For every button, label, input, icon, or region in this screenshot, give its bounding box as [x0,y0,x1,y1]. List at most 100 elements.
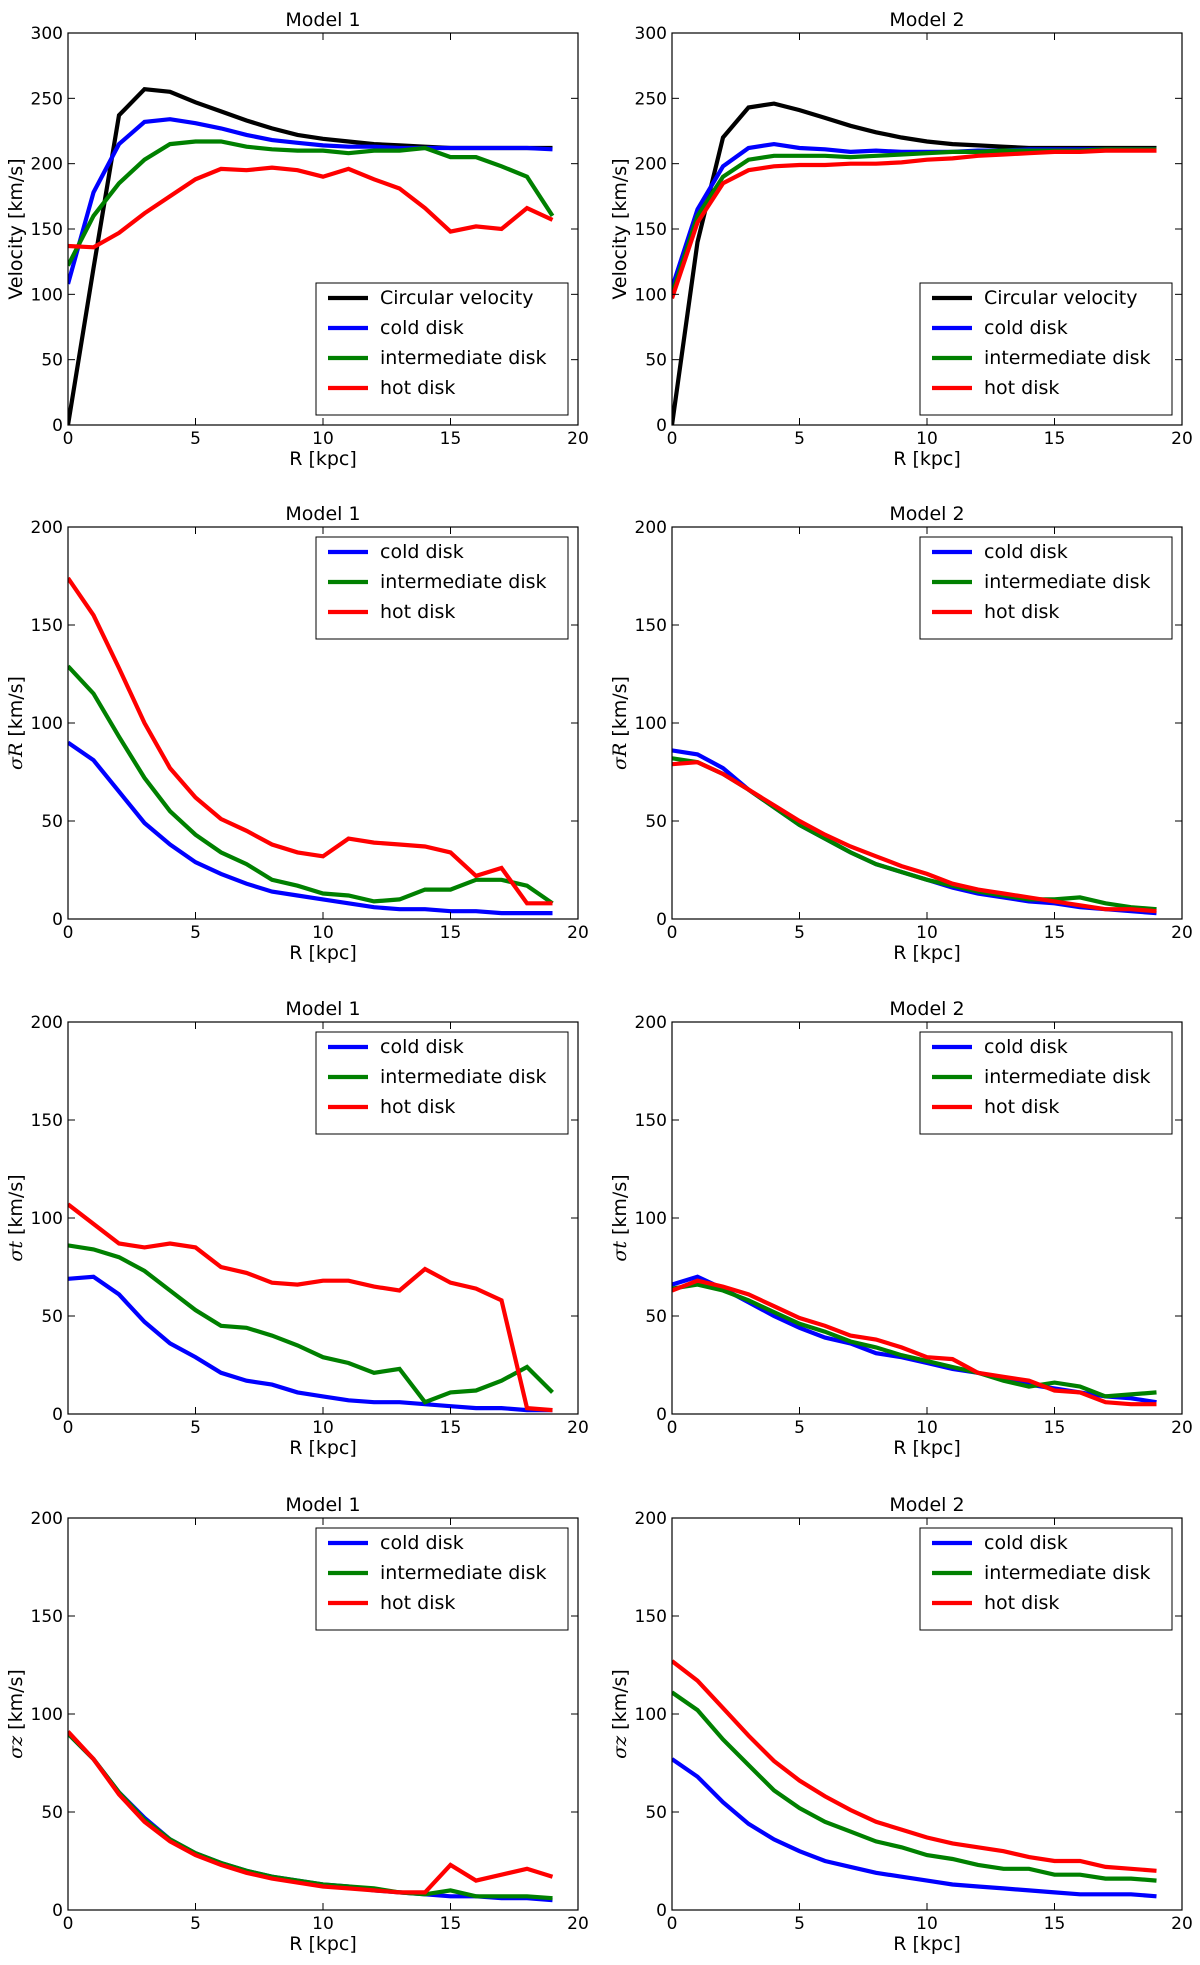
x-tick-label: 20 [567,429,589,449]
y-tick-label: 0 [656,416,667,436]
x-tick-label: 10 [916,1914,938,1934]
x-axis-label: R [kpc] [893,942,961,964]
y-tick-label: 100 [31,714,63,734]
x-tick-label: 15 [1044,429,1066,449]
y-tick-label: 200 [635,1509,667,1529]
series-line-cold-disk [68,117,553,285]
y-axis-label: σz [km/s] [609,1669,631,1759]
series-line-intermediate-disk [672,1282,1157,1399]
y-tick-label: 100 [635,1209,667,1229]
series-line-intermediate-disk [68,664,554,906]
y-axis-label: Velocity [km/s] [609,158,631,299]
y-tick-label: 200 [31,1509,63,1529]
x-tick-label: 10 [916,923,938,943]
legend-entry: hot disk [380,1592,455,1614]
y-tick-label: 100 [31,285,63,305]
y-axis-label-symbol: σt [609,1241,631,1262]
x-axis-label: R [kpc] [289,942,357,964]
x-tick-label: 15 [1044,1914,1066,1934]
y-tick-label: 50 [645,1803,667,1823]
y-axis-label-unit: [km/s] [609,676,631,743]
legend-entry: intermediate disk [984,1066,1151,1088]
panel-title: Model 1 [285,1494,360,1516]
series-line-cold-disk [672,1757,1157,1899]
y-tick-label: 200 [31,518,63,538]
legend: Circular velocity cold disk intermediate d… [919,282,1173,416]
y-tick-label: 250 [635,89,667,109]
y-tick-label: 150 [31,616,63,636]
legend-entry: intermediate disk [380,571,547,593]
y-axis-label: Velocity [km/s] [5,158,27,299]
x-axis-label: R [kpc] [289,1437,357,1459]
legend: Circular velocity cold disk intermediate d… [315,282,569,416]
legend-entry: hot disk [984,377,1059,399]
x-tick-label: 0 [667,923,678,943]
x-tick-label: 20 [1171,429,1193,449]
x-tick-label: 15 [1044,923,1066,943]
series-lines [68,1730,554,1903]
series-line-hot-disk [68,1202,553,1413]
y-tick-label: 150 [31,1607,63,1627]
y-axis-label-symbol: σz [5,1735,27,1759]
x-tick-label: 0 [63,923,74,943]
y-axis-label-symbol: σR [5,743,27,770]
series-line-hot-disk [672,1278,1157,1407]
series-lines [68,576,554,916]
y-tick-label: 0 [656,1901,667,1921]
x-tick-label: 15 [1044,1418,1066,1438]
y-axis-label: σz [km/s] [5,1669,27,1759]
series-line-intermediate-disk [68,1243,554,1405]
y-tick-label: 150 [31,1111,63,1131]
y-tick-label: 150 [31,220,63,240]
y-tick-label: 0 [656,910,667,930]
y-axis-label-symbol: σR [609,743,631,770]
series-lines [672,101,1157,425]
x-axis-label: R [kpc] [289,1933,357,1955]
x-axis-label: R [kpc] [893,1933,961,1955]
y-tick-label: 0 [52,910,63,930]
x-tick-label: 15 [440,1914,462,1934]
x-tick-label: 10 [312,1914,334,1934]
x-tick-label: 15 [440,429,462,449]
x-axis-label: R [kpc] [289,448,357,470]
panel-title: Model 2 [889,9,964,31]
x-tick-label: 0 [667,429,678,449]
y-tick-label: 300 [31,24,63,44]
panel-title: Model 2 [889,503,964,525]
x-tick-label: 5 [190,429,201,449]
y-axis-label: σR [km/s] [5,676,27,770]
y-tick-label: 100 [635,714,667,734]
legend-entry: hot disk [380,1096,455,1118]
legend-entry: intermediate disk [984,1562,1151,1584]
y-axis-label: σR [km/s] [609,676,631,770]
y-axis-label-unit: Velocity [km/s] [609,158,631,299]
legend: cold disk intermediate disk hot disk [919,1527,1173,1631]
y-axis-label: σt [km/s] [609,1174,631,1261]
y-tick-label: 100 [635,285,667,305]
y-tick-label: 0 [52,1405,63,1425]
y-tick-label: 50 [645,1307,667,1327]
series-line-cold-disk [68,1274,553,1413]
x-tick-label: 0 [63,1418,74,1438]
series-line-hot-disk [672,1659,1157,1873]
legend-entry: cold disk [984,317,1068,339]
series-line-intermediate-disk [68,139,555,267]
y-axis-label-unit: [km/s] [609,1174,631,1241]
x-tick-label: 20 [567,923,589,943]
y-tick-label: 200 [635,1013,667,1033]
series-lines [672,1659,1157,1899]
y-tick-label: 50 [41,812,63,832]
legend: cold disk intermediate disk hot disk [315,536,569,640]
y-tick-label: 150 [635,220,667,240]
y-tick-label: 150 [635,616,667,636]
legend-entry: hot disk [984,601,1059,623]
x-tick-label: 10 [312,429,334,449]
x-tick-label: 10 [312,923,334,943]
series-line-hot-disk [68,165,554,250]
y-tick-label: 100 [31,1209,63,1229]
legend-entry: intermediate disk [380,1066,547,1088]
